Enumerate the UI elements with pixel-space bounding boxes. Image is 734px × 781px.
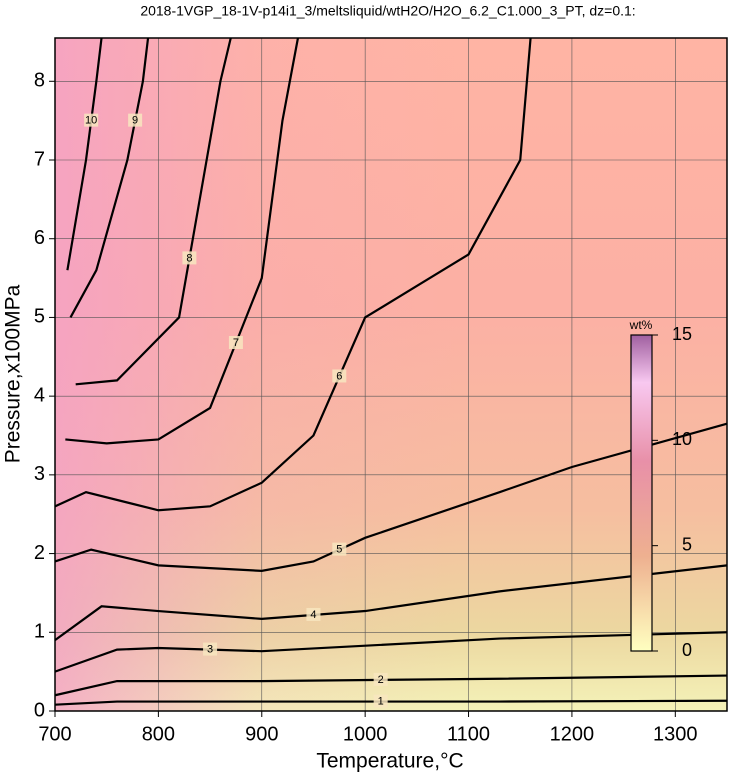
colorbar-tick-label: 5	[682, 534, 692, 554]
contour-label-bg	[228, 336, 243, 350]
contour-label: 4	[310, 609, 316, 621]
contour-label: 9	[132, 115, 138, 127]
x-tick-label: 800	[142, 723, 175, 745]
contour-label-bg	[306, 607, 321, 621]
contour-label: 10	[85, 115, 97, 127]
contour-label: 8	[186, 252, 192, 264]
contour-line	[69, 37, 150, 318]
plot-shading	[55, 38, 727, 711]
y-tick-label: 6	[34, 227, 45, 249]
contour-label-bg	[373, 694, 388, 708]
y-tick-label: 0	[34, 699, 45, 721]
contour-label-bg	[373, 672, 388, 686]
y-tick-label: 2	[34, 542, 45, 564]
contour-label-bg	[84, 113, 99, 127]
contour-label-bg	[203, 642, 218, 656]
x-tick-label: 1000	[343, 723, 388, 745]
contour-line	[54, 674, 728, 697]
y-tick-label: 4	[34, 384, 45, 406]
contour-label-bg	[332, 542, 347, 556]
contour-label-bg	[128, 113, 143, 127]
x-tick-label: 900	[245, 723, 278, 745]
y-tick-label: 8	[34, 70, 45, 92]
x-tick-label: 1200	[550, 723, 595, 745]
contour-label: 5	[336, 544, 342, 556]
plot-frame	[54, 37, 728, 712]
contour-label: 2	[378, 674, 384, 686]
contour-label: 1	[378, 695, 384, 707]
chart-title: 2018-1VGP_18-1V-p14i1_3/meltsliquid/wtH2…	[140, 3, 635, 19]
contour-label: 7	[233, 337, 239, 349]
y-tick-label: 7	[34, 148, 45, 170]
colorbar-tick-label: 15	[672, 324, 692, 344]
contour-label: 3	[207, 644, 213, 656]
colorbar	[630, 334, 653, 652]
contour-line	[54, 699, 728, 706]
x-tick-label: 700	[38, 723, 71, 745]
contour-line	[54, 37, 532, 512]
y-tick-label: 1	[34, 621, 45, 643]
contour-label-bg	[332, 369, 347, 383]
y-tick-label: 5	[34, 306, 45, 328]
x-tick-label: 1100	[447, 723, 490, 745]
x-tick-label: 1300	[653, 723, 698, 745]
contour-line	[65, 37, 300, 445]
colorbar-tick-label: 10	[672, 429, 692, 449]
contour-label-bg	[182, 251, 197, 265]
colorbar-tick-label: 0	[682, 640, 692, 660]
y-tick-label: 3	[34, 463, 45, 485]
contour-label: 6	[336, 370, 342, 382]
x-axis-label: Temperature,°C	[316, 750, 463, 773]
contour-line	[54, 564, 728, 642]
contour-line	[54, 422, 728, 572]
y-axis-label: Pressure,x100MPa	[2, 284, 25, 463]
colorbar-label: wt%	[629, 318, 653, 332]
